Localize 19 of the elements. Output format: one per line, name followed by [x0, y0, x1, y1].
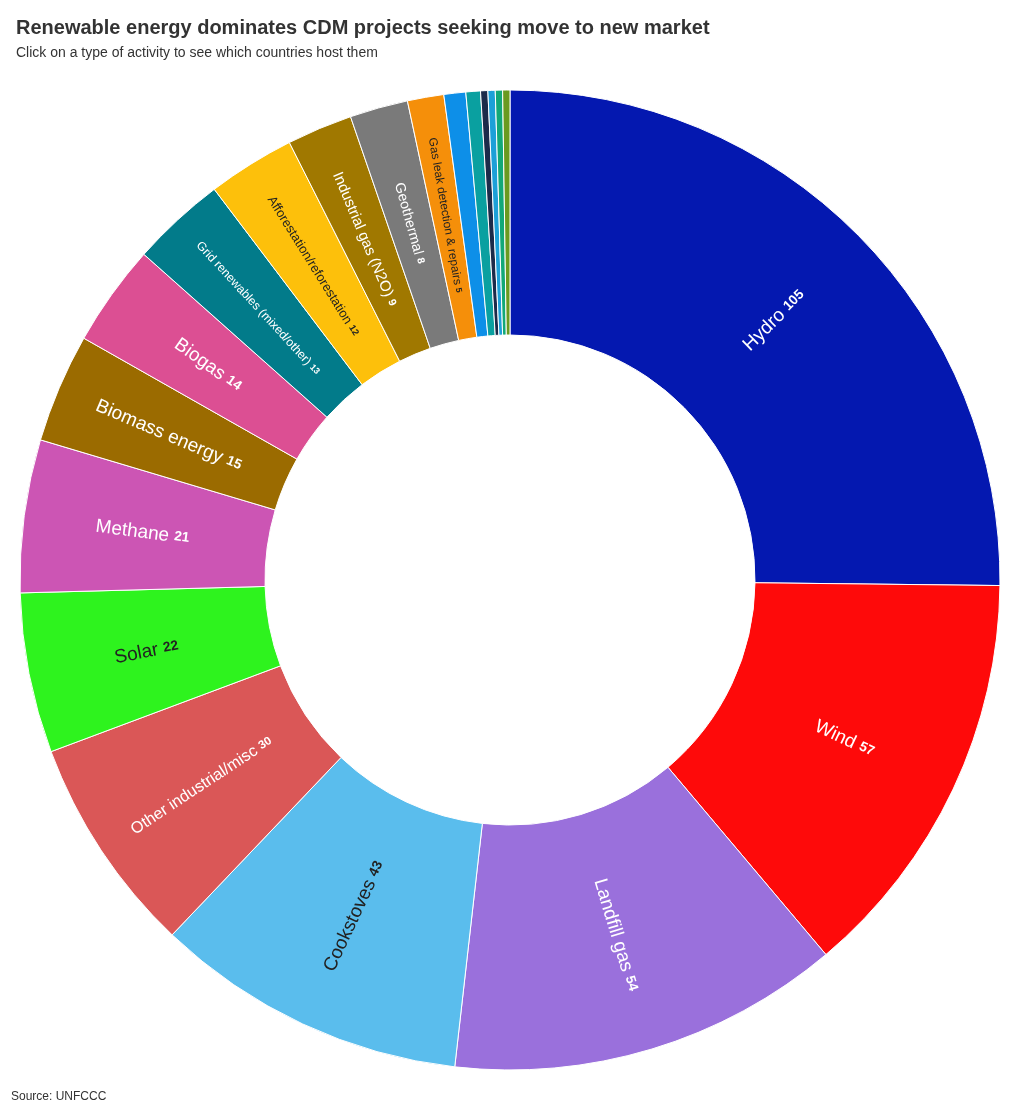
data-label: 54 — [622, 973, 642, 993]
data-label: 30 — [255, 732, 274, 752]
data-label: 9 — [386, 297, 400, 308]
data-label: 21 — [173, 528, 191, 545]
data-label: 43 — [365, 857, 386, 879]
chart-subtitle: Click on a type of activity to see which countries host them — [16, 44, 378, 60]
slice-label: Solar — [112, 638, 161, 668]
data-label: 5 — [453, 286, 465, 294]
data-label: 13 — [308, 362, 323, 377]
data-label: 22 — [161, 637, 180, 655]
data-label: 15 — [224, 452, 245, 473]
data-label: 12 — [347, 323, 362, 338]
data-label: 14 — [223, 372, 246, 394]
chart-title: Renewable energy dominates CDM projects seeking move to new market — [16, 16, 710, 38]
source-note: Source: UNFCCC — [11, 1089, 107, 1103]
data-label: 57 — [856, 738, 878, 759]
slice-label: Gas leak detection & repairs — [425, 136, 466, 286]
slice-label: Methane — [94, 514, 171, 546]
data-label: 8 — [415, 256, 428, 266]
